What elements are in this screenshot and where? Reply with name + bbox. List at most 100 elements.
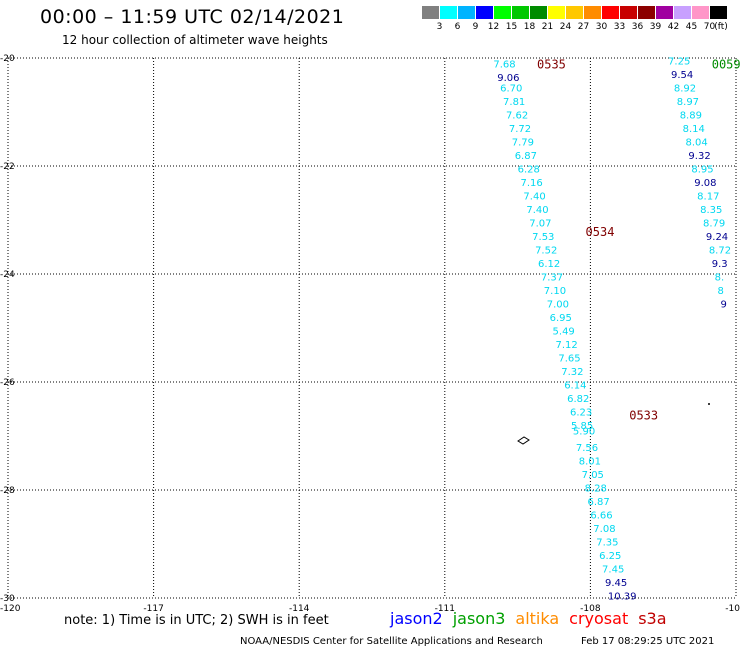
satellite-name: jason2 [390,609,443,628]
legend-label: 27 [577,22,590,32]
wave-height-value: 5.49 [553,327,575,338]
legend-label: 30 [595,22,608,32]
wave-height-value: 6.28 [518,165,540,176]
wave-height-value: 6.66 [590,510,612,521]
wave-height-value: 7.25 [668,57,690,68]
legend-swatch [494,6,511,19]
longitude-tick-label: -10 [725,604,740,614]
wave-height-value: 9.45 [605,578,627,589]
generation-timestamp: Feb 17 08:29:25 UTC 2021 [581,636,715,647]
legend-swatch [638,6,655,19]
legend-label: 33 [613,22,626,32]
wave-height-value: 7.32 [561,367,583,378]
legend-label: 9 [472,22,479,32]
legend-swatch [422,6,439,19]
wave-height-value: 7.53 [532,232,554,243]
wave-height-value: 7.79 [512,138,534,149]
wave-height-value: 7.81 [503,97,525,108]
legend-label: 18 [523,22,536,32]
island-dot-icon [708,403,710,405]
satellite-legend: jason2 jason3 altika cryosat s3a [390,609,677,628]
legend-swatch [458,6,475,19]
wave-height-value: 8.89 [680,111,702,122]
longitude-tick-label: -114 [289,604,310,614]
legend-swatch [440,6,457,19]
wave-height-value: 9.54 [671,70,693,81]
satellite-name: s3a [638,609,667,628]
latitude-tick-label: -20 [0,54,15,64]
pass-labels: 053505340533005901 [537,57,740,422]
wave-height-value: 7.07 [529,219,551,230]
units-note: note: 1) Time is in UTC; 2) SWH is in fe… [64,613,329,628]
wave-height-value: 6.14 [564,381,586,392]
map-title: 00:00 – 11:59 UTC 02/14/2021 [40,6,345,28]
satellite-name: altika [515,609,560,628]
wave-height-value: 9.08 [694,178,716,189]
wave-height-value: 8.97 [677,97,699,108]
longitude-tick-label: -108 [580,604,601,614]
map-subtitle: 12 hour collection of altimeter wave hei… [62,33,328,47]
wave-height-value: 7.72 [509,124,531,135]
wave-height-value: 7.40 [526,205,548,216]
wave-height-value: 8.72 [709,246,731,257]
wave-height-value: 8.79 [703,219,725,230]
wave-height-value: 6.95 [550,313,572,324]
island-outline-icon [517,436,530,445]
legend-label: 21 [541,22,554,32]
legend-label: 6 [454,22,461,32]
wave-height-value: 7.35 [596,537,618,548]
latitude-tick-label: -22 [0,162,15,172]
legend-label: 45 [685,22,698,32]
legend-swatch [710,6,727,19]
wave-height-value: 8.14 [683,124,705,135]
wave-height-value: 6.87 [587,497,609,508]
wave-height-value: 10.39 [608,591,637,602]
wave-height-value: 6.25 [599,551,621,562]
wave-height-value: 7.62 [506,111,528,122]
wave-height-value: 7.16 [521,178,543,189]
wave-height-value: 7.05 [582,470,604,481]
longitude-tick-label: -120 [0,604,21,614]
legend-swatch [602,6,619,19]
wave-height-value: 5.85 [571,421,593,432]
pass-time-label: 0534 [586,225,615,239]
wave-height-value: 9.32 [688,151,710,162]
wave-height-value: 7.37 [541,273,563,284]
wave-height-value: 6.70 [500,84,522,95]
wave-height-value: 7.12 [555,340,577,351]
legend-label: 39 [649,22,662,32]
credit-line: NOAA/NESDIS Center for Satellite Applica… [240,636,543,647]
wave-height-value: 8.95 [691,165,713,176]
legend-swatch [476,6,493,19]
wave-height-value: 8.28 [585,483,607,494]
pass-time-label: 0535 [537,57,566,71]
wave-height-value: 7.45 [602,564,624,575]
legend-label: 12 [487,22,500,32]
longitude-tick-label: -117 [143,604,163,614]
legend-swatch [692,6,709,19]
axis-labels: -120 -117 -114 -111 -108 -10 -20 -22 -24 -26 -28 -3… [0,54,740,614]
wave-height-value: 7.52 [535,246,557,257]
wave-height-value: 9.3 [712,259,728,270]
latitude-tick-label: -24 [0,270,15,280]
wave-height-value: 8.04 [686,138,708,149]
wave-height-value: 9.06 [497,73,519,84]
wave-height-value: 8.17 [697,192,719,203]
legend-unit: (ft) [714,22,728,32]
wave-height-value: 7.68 [493,59,515,70]
wave-height-points: 7.68 9.066.70 7.81 7.62 7.72 7.79 6.87 6.28 7.16… [493,57,731,603]
legend-label: 42 [667,22,680,32]
latitude-tick-label: -26 [0,378,15,388]
legend-label: 70 [703,22,716,32]
grid-lines [7,57,737,599]
wave-height-value: 5.90 [573,427,595,438]
legend-swatch [656,6,673,19]
satellite-name: cryosat [569,609,629,628]
wave-height-value: 9.24 [706,232,728,243]
wave-height-value: 8. [715,273,725,284]
wave-height-value: 6.82 [567,394,589,405]
wave-height-value: 8.01 [579,456,601,467]
legend-swatch [620,6,637,19]
wave-height-value: 8.35 [700,205,722,216]
